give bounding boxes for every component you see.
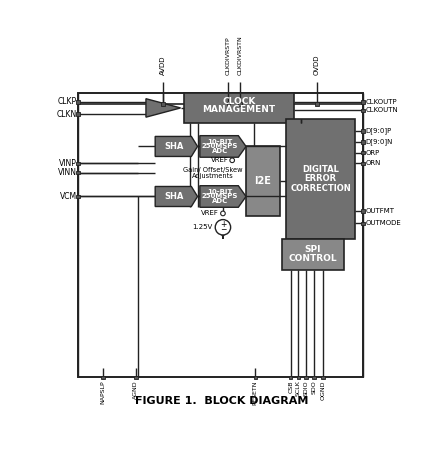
Text: VREF: VREF bbox=[201, 210, 219, 217]
Polygon shape bbox=[146, 99, 181, 117]
Text: VINP: VINP bbox=[59, 159, 76, 168]
Bar bbox=[254, 376, 257, 379]
Text: 1.25V: 1.25V bbox=[193, 224, 213, 230]
Bar bbox=[361, 151, 365, 154]
Bar bbox=[321, 376, 325, 379]
Bar bbox=[184, 92, 294, 123]
Text: FIGURE 1.  BLOCK DIAGRAM: FIGURE 1. BLOCK DIAGRAM bbox=[135, 396, 308, 406]
Bar bbox=[76, 162, 80, 165]
Text: CLKN: CLKN bbox=[57, 109, 76, 119]
Bar bbox=[282, 239, 344, 269]
Text: NAPSLP: NAPSLP bbox=[100, 380, 105, 404]
Text: 10-BIT: 10-BIT bbox=[207, 189, 232, 195]
Text: CLKP: CLKP bbox=[57, 97, 76, 106]
Text: SDIO: SDIO bbox=[304, 380, 308, 396]
Text: ORN: ORN bbox=[365, 160, 381, 167]
Text: I2E: I2E bbox=[254, 176, 271, 186]
Text: +: + bbox=[220, 220, 226, 229]
Text: VREF: VREF bbox=[210, 157, 229, 163]
Bar bbox=[305, 376, 308, 379]
Polygon shape bbox=[200, 136, 246, 157]
Text: RESETN: RESETN bbox=[253, 380, 258, 405]
Text: ADC: ADC bbox=[212, 198, 228, 204]
Text: CLOCK: CLOCK bbox=[222, 97, 256, 106]
Text: OUTMODE: OUTMODE bbox=[365, 220, 401, 227]
Bar bbox=[246, 147, 280, 216]
Bar bbox=[312, 376, 315, 379]
Text: SHA: SHA bbox=[164, 192, 184, 201]
Bar bbox=[227, 102, 230, 106]
Text: Adjustments: Adjustments bbox=[192, 173, 234, 178]
Circle shape bbox=[230, 158, 235, 163]
Bar bbox=[76, 171, 80, 174]
Text: CLKDIVRSTN: CLKDIVRSTN bbox=[237, 35, 242, 75]
Polygon shape bbox=[155, 187, 197, 207]
Bar bbox=[238, 102, 241, 106]
Text: D[9:0]P: D[9:0]P bbox=[365, 128, 392, 134]
Text: 250MSPS: 250MSPS bbox=[202, 193, 238, 199]
Text: ERROR: ERROR bbox=[305, 174, 337, 183]
Bar bbox=[76, 195, 80, 198]
Text: OGND: OGND bbox=[321, 380, 326, 400]
Text: CSB: CSB bbox=[288, 380, 293, 393]
Bar bbox=[361, 162, 365, 165]
Text: 250MSPS: 250MSPS bbox=[202, 143, 238, 149]
Text: AGND: AGND bbox=[133, 380, 138, 399]
Bar bbox=[286, 119, 356, 239]
Text: CORRECTION: CORRECTION bbox=[290, 184, 351, 192]
Bar bbox=[361, 109, 365, 112]
Text: SPI: SPI bbox=[305, 245, 321, 254]
Polygon shape bbox=[200, 186, 246, 207]
Text: VINN: VINN bbox=[57, 168, 76, 177]
Text: CLKOUTN: CLKOUTN bbox=[365, 107, 398, 113]
Text: 10-BIT: 10-BIT bbox=[207, 139, 232, 145]
Bar bbox=[361, 222, 365, 225]
Bar bbox=[315, 102, 319, 106]
Bar bbox=[101, 376, 105, 379]
Bar bbox=[361, 129, 365, 133]
Text: OUTFMT: OUTFMT bbox=[365, 208, 394, 214]
Bar bbox=[134, 376, 138, 379]
Text: CLKDIVRSTP: CLKDIVRSTP bbox=[226, 36, 231, 75]
Text: ADC: ADC bbox=[212, 148, 228, 154]
Circle shape bbox=[221, 211, 225, 216]
Text: VCM: VCM bbox=[60, 192, 76, 201]
Text: Gain/ Offset/Skew: Gain/ Offset/Skew bbox=[183, 167, 243, 172]
Bar bbox=[76, 112, 80, 116]
Text: OVDD: OVDD bbox=[314, 54, 320, 75]
Text: MANAGEMENT: MANAGEMENT bbox=[203, 105, 276, 114]
Text: D[9:0]N: D[9:0]N bbox=[365, 139, 393, 145]
Text: ORP: ORP bbox=[365, 149, 380, 156]
Text: AVDD: AVDD bbox=[160, 55, 166, 75]
Text: CONTROL: CONTROL bbox=[289, 254, 337, 263]
Text: SCLK: SCLK bbox=[296, 380, 301, 397]
Bar bbox=[161, 102, 165, 106]
Text: DIGITAL: DIGITAL bbox=[302, 165, 339, 174]
Bar bbox=[361, 140, 365, 144]
Text: SDO: SDO bbox=[311, 380, 316, 394]
Bar bbox=[76, 100, 80, 103]
Bar bbox=[361, 100, 365, 103]
Bar bbox=[297, 376, 300, 379]
Bar bbox=[289, 376, 292, 379]
Text: −: − bbox=[220, 225, 226, 234]
Circle shape bbox=[215, 219, 231, 235]
Bar bbox=[361, 209, 365, 213]
Polygon shape bbox=[155, 137, 197, 157]
Text: SHA: SHA bbox=[164, 142, 184, 151]
Bar bbox=[78, 92, 363, 377]
Text: CLKOUTP: CLKOUTP bbox=[365, 99, 397, 105]
